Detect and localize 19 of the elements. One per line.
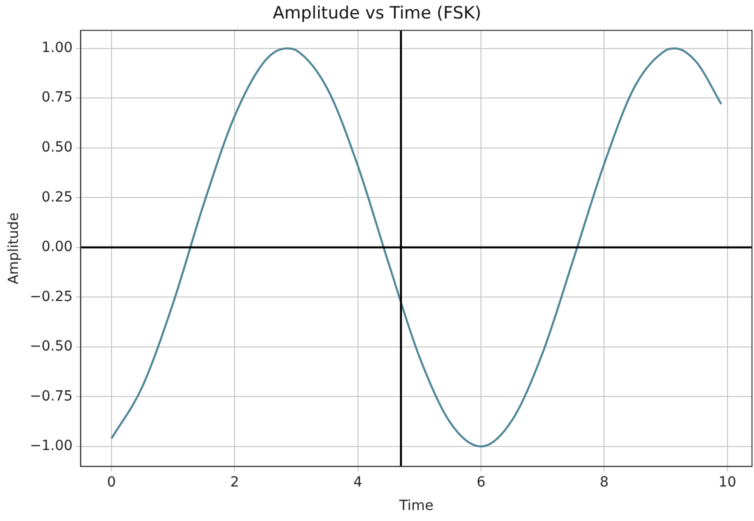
y-tick-label: 0.75 [42,90,73,106]
line-series [110,47,722,448]
x-tick-label: 4 [353,474,362,490]
y-tick-label: −0.50 [30,338,73,355]
y-tick-label: 1.00 [42,40,73,56]
y-axis-title: Amplitude [6,212,22,284]
y-tick-label: −0.25 [30,288,73,305]
x-axis-title: Time [398,498,434,514]
x-tick-label: 2 [230,474,240,490]
x-tick-label: 10 [718,474,736,490]
y-tick-label: 0.50 [42,140,73,156]
x-tick-label: 6 [476,474,486,490]
y-tick-label: 0.00 [42,239,73,256]
x-tick-label: 0 [107,474,116,490]
y-tick-label: −1.00 [30,438,73,454]
chart-title: Amplitude vs Time (FSK) [272,4,482,24]
y-tick-label: 0.25 [42,189,73,206]
y-tick-label: −0.75 [30,388,73,404]
x-tick-label: 8 [600,474,609,490]
